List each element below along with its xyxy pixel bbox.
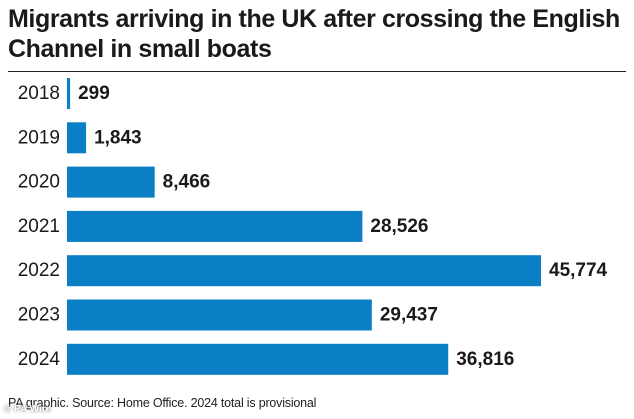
chart-title: Migrants arriving in the UK after crossi… [8, 5, 620, 63]
value-label-2018: 299 [78, 83, 110, 104]
bar-2022 [67, 255, 541, 287]
value-label-2019: 1,843 [94, 127, 142, 148]
value-label-2020: 8,466 [163, 172, 211, 193]
bar-2023 [67, 299, 372, 331]
pa-wire-watermark: © PA Wire [4, 404, 52, 415]
category-label-2018: 2018 [18, 83, 60, 104]
bar-2019 [67, 122, 87, 154]
bar-2021 [67, 210, 363, 242]
category-label-2020: 2020 [18, 172, 60, 193]
title-divider [8, 71, 626, 72]
bar-2020 [67, 166, 155, 198]
category-label-2021: 2021 [18, 216, 60, 237]
source-note: PA graphic. Source: Home Office. 2024 to… [8, 396, 317, 410]
value-label-2021: 28,526 [370, 216, 428, 237]
value-label-2024: 36,816 [456, 349, 514, 370]
category-label-2019: 2019 [18, 127, 60, 148]
category-label-2024: 2024 [18, 349, 61, 370]
value-label-2023: 29,437 [380, 305, 438, 326]
bar-2024 [67, 343, 449, 375]
category-label-2023: 2023 [18, 305, 60, 326]
value-label-2022: 45,774 [549, 260, 608, 281]
bar-2018 [67, 78, 71, 109]
category-label-2022: 2022 [18, 260, 60, 281]
